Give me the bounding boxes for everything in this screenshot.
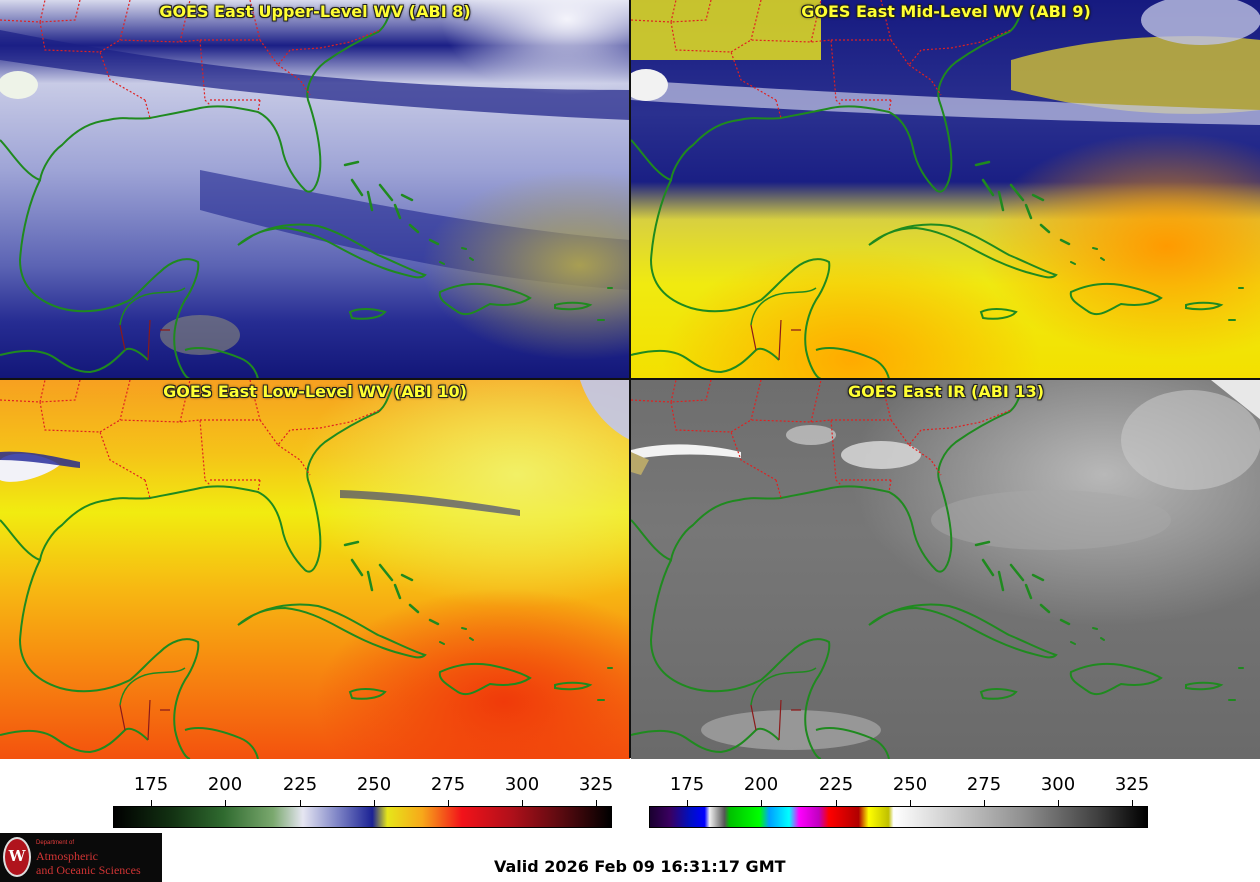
panel-title: GOES East Low-Level WV (ABI 10) (163, 382, 467, 401)
ir-tick-label: 200 (743, 774, 779, 795)
panel-upper-level-wv: GOES East Upper-Level WV (ABI 8) (0, 0, 630, 379)
panel-ir: GOES East IR (ABI 13) (631, 380, 1260, 759)
ir-tick-mark (1058, 800, 1059, 806)
wv-tick-label: 225 (282, 774, 318, 795)
wv-colorbar-ticks: 175 200 225 250 275 300 325 (113, 774, 614, 806)
low-level-wv-image (0, 380, 630, 759)
wv-tick-mark (151, 800, 152, 806)
panel-title: GOES East Upper-Level WV (ABI 8) (159, 2, 471, 21)
wv-tick-mark (225, 800, 226, 806)
panel-title: GOES East IR (ABI 13) (847, 382, 1045, 401)
mid-level-wv-image (631, 0, 1260, 379)
panel-title: GOES East Mid-Level WV (ABI 9) (801, 2, 1091, 21)
ir-tick-label: 250 (892, 774, 928, 795)
ir-tick-label: 300 (1040, 774, 1076, 795)
ir-tick-mark (910, 800, 911, 806)
wv-tick-label: 300 (504, 774, 540, 795)
horizontal-divider (0, 378, 1260, 380)
wv-tick-mark (522, 800, 523, 806)
ir-tick-mark (836, 800, 837, 806)
wv-tick-mark (300, 800, 301, 806)
upper-level-wv-image (0, 0, 630, 379)
logo-line-3: and Oceanic Sciences (36, 863, 141, 877)
ir-tick-label: 175 (669, 774, 705, 795)
logo-line-1: Department of (36, 840, 75, 846)
panel-low-level-wv: GOES East Low-Level WV (ABI 10) (0, 380, 630, 759)
wv-tick-label: 200 (207, 774, 243, 795)
wv-tick-label: 250 (356, 774, 392, 795)
wv-colorbar (113, 806, 612, 828)
wv-tick-label: 275 (430, 774, 466, 795)
wv-tick-label: 175 (133, 774, 169, 795)
wv-tick-label: 325 (578, 774, 614, 795)
ir-tick-label: 325 (1114, 774, 1150, 795)
wv-tick-mark (596, 800, 597, 806)
ir-tick-mark (984, 800, 985, 806)
ir-tick-mark (687, 800, 688, 806)
ir-tick-mark (761, 800, 762, 806)
ir-colorbar (649, 806, 1148, 828)
wv-tick-mark (448, 800, 449, 806)
wv-tick-mark (374, 800, 375, 806)
ir-tick-mark (1132, 800, 1133, 806)
logo-line-2: Atmospheric (36, 849, 98, 863)
ir-colorbar-ticks: 175 200 225 250 275 300 325 (649, 774, 1150, 806)
panel-mid-level-wv: GOES East Mid-Level WV (ABI 9) (631, 0, 1260, 379)
valid-time: Valid 2026 Feb 09 16:31:17 GMT (494, 857, 786, 876)
uw-seal-icon: W (3, 837, 31, 877)
aos-logo: W Department of Atmospheric and Oceanic … (0, 833, 162, 882)
ir-tick-label: 225 (818, 774, 854, 795)
ir-image (631, 380, 1260, 759)
ir-tick-label: 275 (966, 774, 1002, 795)
